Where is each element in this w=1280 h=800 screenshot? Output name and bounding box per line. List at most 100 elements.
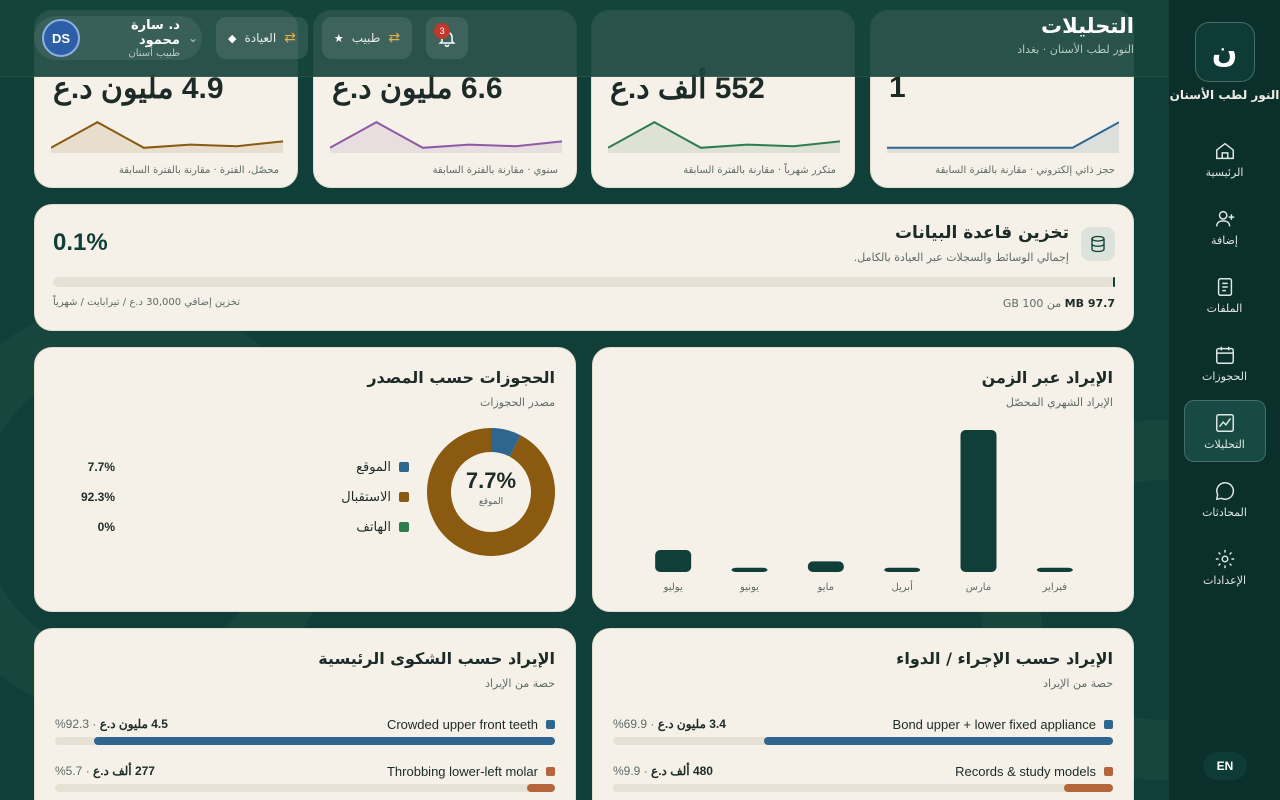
complaint-rev-subtitle: حصة من الإيراد <box>485 677 555 690</box>
user-menu[interactable]: ⌄ د. سارة محمود طبيب أسنان DS <box>34 16 202 60</box>
kpi-sparkline <box>51 121 283 153</box>
revenue-row-label: Throbbing lower-left molar <box>387 764 555 779</box>
storage-used: 97.7 MB من 100 GB <box>1003 297 1115 310</box>
user-plus-icon <box>1215 210 1234 226</box>
procedure-rev-title: الإيراد حسب الإجراء / الدواء <box>896 649 1113 668</box>
donut-slice[interactable] <box>491 428 521 457</box>
sparkline-line <box>887 121 1119 149</box>
calendar-icon <box>1215 346 1234 364</box>
user-role: طبيب أسنان <box>128 47 180 59</box>
donut-center-label: الموقع <box>478 497 504 507</box>
sidebar-item-gear[interactable]: الإعدادات <box>1184 536 1266 598</box>
role-switch-button[interactable]: ⇄ طبيب ★ <box>321 17 413 59</box>
procedure-rev-subtitle: حصة من الإيراد <box>1043 677 1113 690</box>
notifications-button[interactable]: 3 <box>426 17 469 59</box>
legend-percentage: 7.7% <box>87 460 115 474</box>
revenue-bar[interactable] <box>960 430 997 572</box>
sidebar-item-chat[interactable]: المحادثات <box>1184 468 1266 530</box>
storage-title: تخزين قاعدة البيانات <box>894 223 1069 243</box>
revenue-row-fill <box>93 737 555 745</box>
revenue-row-amount: 480 ألف د.ع · 9.9% <box>613 764 713 778</box>
sidebar-nav: الرئيسية إضافة الملفات الحجوزات التحليلات الم… <box>1169 128 1280 598</box>
chevron-down-icon: ⌄ <box>187 31 198 45</box>
chat-icon <box>1215 481 1234 500</box>
kpi-note: محصّل، الفترة · مقارنة بالفترة السابقة <box>118 165 279 176</box>
legend-label: الهاتف <box>356 519 391 535</box>
source-legend: الموقع الاستقبال الهاتف <box>249 452 409 542</box>
source-chart-subtitle: مصدر الحجوزات <box>479 396 555 409</box>
legend-swatch <box>399 462 409 472</box>
sparkline-line <box>51 121 283 149</box>
revenue-bar[interactable] <box>1036 567 1073 572</box>
revenue-bar[interactable] <box>807 561 844 572</box>
legend-swatch <box>399 492 409 502</box>
legend-label: الموقع <box>356 459 391 475</box>
storage-used-value: 97.7 MB <box>1064 297 1115 310</box>
sidebar-item-chart[interactable]: التحليلات <box>1183 400 1266 462</box>
brand-name: النور لطب الأسنان <box>1169 88 1280 102</box>
sidebar-item-label: الحجوزات <box>1202 369 1248 383</box>
x-tick-label: فبراير <box>1042 582 1068 593</box>
source-legend-percentages: 7.7% 92.3% 0% <box>55 452 115 542</box>
revenue-row: Throbbing lower-left molar 277 ألف د.ع ·… <box>55 764 555 800</box>
sidebar-item-home[interactable]: الرئيسية <box>1184 128 1266 190</box>
kpi-sparkline <box>608 121 840 153</box>
legend-swatch <box>399 522 409 532</box>
gear-icon <box>1215 549 1234 568</box>
sidebar-item-calendar[interactable]: الحجوزات <box>1184 332 1266 394</box>
revenue-row: Crowded upper front teeth 4.5 مليون د.ع … <box>55 717 555 757</box>
file-icon <box>1217 277 1232 296</box>
revenue-row-percent: 69.9% <box>613 717 648 731</box>
avatar: DS <box>42 19 80 57</box>
swap-icon: ⇄ <box>388 30 401 46</box>
storage-total: من 100 GB <box>1002 297 1062 310</box>
x-tick-label: أبريل <box>891 580 913 593</box>
donut-slice[interactable] <box>427 428 555 556</box>
source-chart-title: الحجوزات حسب المصدر <box>367 368 555 387</box>
revenue-bar[interactable] <box>884 567 921 572</box>
legend-percentage: 92.3% <box>80 490 115 504</box>
revenue-row-track <box>613 737 1113 745</box>
revenue-row-name: Records & study models <box>955 764 1096 779</box>
brand-logo[interactable]: ن <box>1194 22 1255 82</box>
revenue-by-procedure-card: الإيراد حسب الإجراء / الدواء حصة من الإي… <box>592 628 1134 800</box>
sidebar-item-file[interactable]: الملفات <box>1184 264 1266 326</box>
sidebar-item-label: الملفات <box>1206 301 1243 315</box>
sidebar-item-user-plus[interactable]: إضافة <box>1184 196 1266 258</box>
revenue-row-amount: 3.4 مليون د.ع · 69.9% <box>613 717 726 731</box>
storage-card: تخزين قاعدة البيانات إجمالي الوسائط والس… <box>34 204 1134 331</box>
sidebar-item-label: المحادثات <box>1202 505 1247 519</box>
revenue-row-label: Bond upper + lower fixed appliance <box>893 717 1113 732</box>
revenue-bar[interactable] <box>655 549 692 572</box>
kpi-note: سنوي · مقارنة بالفترة السابقة <box>432 165 558 176</box>
clinic-pill-label: العيادة <box>244 31 277 45</box>
legend-label: الاستقبال <box>341 489 391 505</box>
complaint-rev-title: الإيراد حسب الشكوى الرئيسية <box>318 649 555 668</box>
revenue-over-time-card: الإيراد عبر الزمن الإيراد الشهري المحصّل… <box>592 347 1134 612</box>
kpi-value: 6.6 مليون د.ع <box>332 72 503 105</box>
revenue-row-fill <box>1063 784 1113 792</box>
revenue-row-label: Crowded upper front teeth <box>387 717 555 732</box>
revenue-chart-title: الإيراد عبر الزمن <box>981 368 1113 387</box>
storage-percent: 0.1% <box>53 229 108 256</box>
sidebar-item-label: الرئيسية <box>1205 165 1244 179</box>
page-subtitle: النور لطب الأسنان · بغداد <box>1017 43 1134 56</box>
chart-icon <box>1215 413 1234 432</box>
revenue-row-name: Crowded upper front teeth <box>386 717 538 732</box>
revenue-by-complaint-card: الإيراد حسب الشكوى الرئيسية حصة من الإير… <box>34 628 576 800</box>
revenue-row-percent: 92.3% <box>55 717 90 731</box>
role-pill-label: طبيب <box>351 31 381 45</box>
sparkline-line <box>330 121 562 149</box>
language-toggle-button[interactable]: EN <box>1203 752 1247 780</box>
revenue-row-name: Throbbing lower-left molar <box>386 764 538 779</box>
revenue-row-label: Records & study models <box>955 764 1113 779</box>
sparkline-line <box>608 121 840 149</box>
user-info: د. سارة محمود طبيب أسنان <box>88 18 180 59</box>
clinic-switch-button[interactable]: ⇄ العيادة ◆ <box>216 17 308 59</box>
revenue-bar[interactable] <box>731 567 768 572</box>
revenue-row-name: Bond upper + lower fixed appliance <box>892 717 1096 732</box>
sparkline-area <box>608 122 840 153</box>
user-name: د. سارة محمود <box>130 17 180 48</box>
sidebar-item-label: إضافة <box>1211 233 1238 247</box>
storage-subtitle: إجمالي الوسائط والسجلات عبر العيادة بالك… <box>853 251 1069 264</box>
